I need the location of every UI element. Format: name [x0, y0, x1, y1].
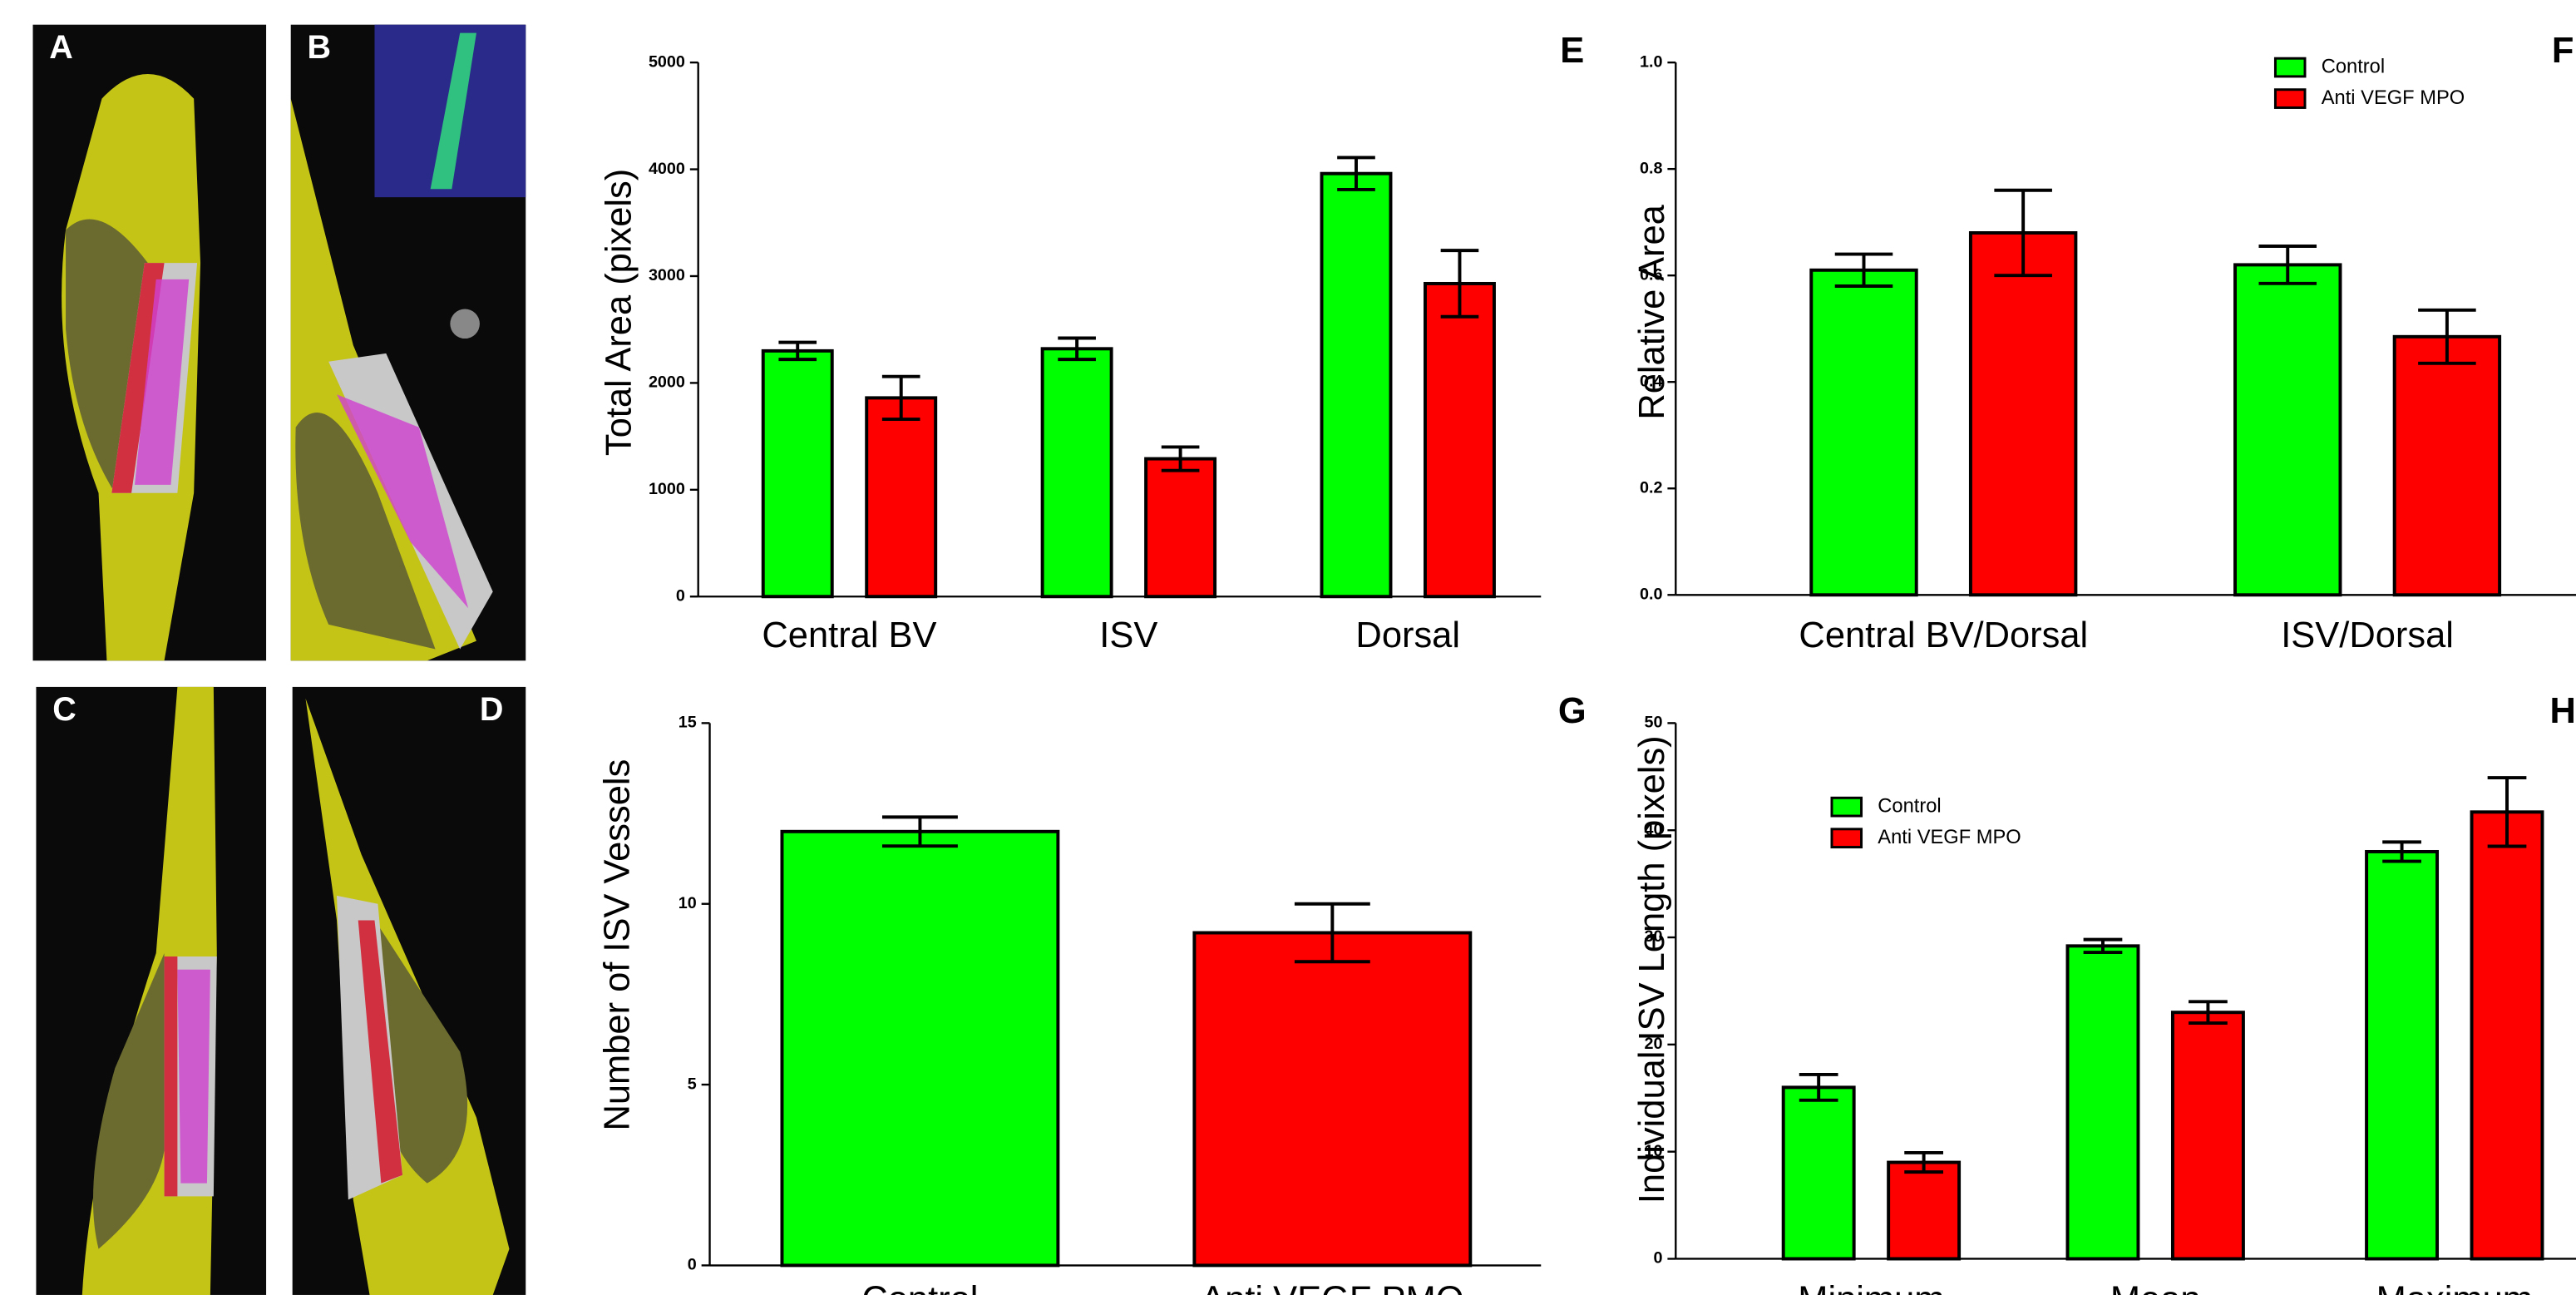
bar	[1811, 270, 1916, 595]
bar	[2173, 1012, 2243, 1258]
bar	[1971, 233, 2075, 595]
x-tick-label: Central BV	[762, 615, 936, 655]
image-panel-a: A	[33, 25, 267, 661]
y-tick-label: 0.0	[1640, 585, 1662, 603]
bar	[2366, 852, 2437, 1259]
legend-swatch	[1832, 829, 1862, 848]
y-tick-label: 5000	[649, 52, 685, 71]
panel-letter: D	[480, 691, 504, 728]
bar	[1194, 932, 1470, 1265]
bar	[2472, 812, 2543, 1258]
bar-chart: E Total Area (pixels) 0 1000 2000 3000 4000 500…	[599, 31, 1584, 655]
panel-letter: B	[307, 29, 331, 66]
x-tick-label: ISV	[1099, 615, 1157, 655]
x-tick-label: Mean	[2110, 1279, 2201, 1295]
image-panel-b: B	[291, 25, 526, 661]
y-axis-label: Individual ISV Length (pixels)	[1632, 735, 1672, 1204]
bar	[2235, 264, 2340, 595]
y-axis-label: Number of ISV Vessels	[597, 759, 637, 1131]
legend-label: Control	[2322, 56, 2385, 77]
y-tick-label: 10	[1645, 1142, 1663, 1160]
panel-letter: F	[2552, 31, 2574, 71]
y-tick-label: 2000	[649, 373, 685, 392]
y-tick-label: 50	[1645, 714, 1663, 732]
x-tick-label: Control	[861, 1279, 978, 1295]
panel-letter: E	[1560, 31, 1584, 71]
y-tick-label: 1000	[649, 480, 685, 498]
legend-label: Control	[1878, 795, 1941, 817]
bar	[1888, 1163, 1959, 1259]
x-tick-label: Dorsal	[1355, 615, 1460, 655]
x-tick-label: Maximum	[2376, 1279, 2533, 1295]
y-tick-label: 3000	[649, 266, 685, 284]
panel-letter: H	[2549, 691, 2575, 731]
image-panel-d: D	[293, 687, 526, 1295]
bar	[1322, 174, 1391, 597]
legend-swatch	[2275, 90, 2305, 108]
bar	[2068, 946, 2139, 1258]
bar-chart: H Individual ISV Length (pixels) 0 10 20 30 40…	[1632, 691, 2576, 1295]
y-tick-label: 15	[679, 714, 697, 732]
figure: A B C D ETotal Area (pixels)010002000300…	[0, 0, 2576, 1295]
panel-letter: A	[49, 29, 73, 66]
y-tick-label: 0	[1653, 1249, 1662, 1268]
y-tick-label: 0	[688, 1256, 697, 1274]
page: { "images": [ {"label": "A"}, {"label": …	[0, 0, 2576, 1295]
y-tick-label: 30	[1645, 927, 1663, 946]
y-tick-label: 0.6	[1640, 265, 1662, 284]
x-tick-label: ISV/Dorsal	[2281, 615, 2454, 655]
y-tick-label: 0	[676, 586, 685, 605]
legend-swatch	[2275, 58, 2305, 77]
bar-chart: G Number of ISV Vessels 0 5 10 15 Control Anti …	[597, 691, 1586, 1295]
bar	[1784, 1087, 1854, 1258]
x-tick-label: Central BV/Dorsal	[1799, 615, 2088, 655]
y-tick-label: 10	[679, 894, 697, 912]
bar	[1425, 284, 1494, 596]
x-tick-label: Anti VEGF PMO	[1201, 1279, 1463, 1295]
y-tick-label: 0.8	[1640, 159, 1662, 177]
y-tick-label: 4000	[649, 160, 685, 178]
image-panel-c: C	[36, 687, 266, 1295]
legend-label: Anti VEGF MPO	[2322, 87, 2465, 109]
y-tick-label: 20	[1645, 1035, 1663, 1053]
y-tick-label: 5	[688, 1075, 697, 1093]
bar	[2395, 337, 2500, 595]
panel-letter: C	[52, 691, 76, 728]
bar	[782, 832, 1058, 1266]
y-tick-label: 1.0	[1640, 52, 1662, 71]
bar	[763, 351, 832, 596]
panel-letter: G	[1558, 691, 1587, 731]
y-tick-label: 40	[1645, 820, 1663, 838]
legend-swatch	[1832, 798, 1862, 816]
y-axis-label: Total Area (pixels)	[599, 169, 639, 456]
bar	[1043, 348, 1112, 596]
bar	[1146, 459, 1215, 597]
legend-label: Anti VEGF MPO	[1878, 827, 2021, 848]
x-tick-label: Minimum	[1798, 1279, 1944, 1295]
bar	[866, 398, 935, 596]
y-tick-label: 0.4	[1640, 372, 1662, 390]
y-tick-label: 0.2	[1640, 478, 1662, 497]
